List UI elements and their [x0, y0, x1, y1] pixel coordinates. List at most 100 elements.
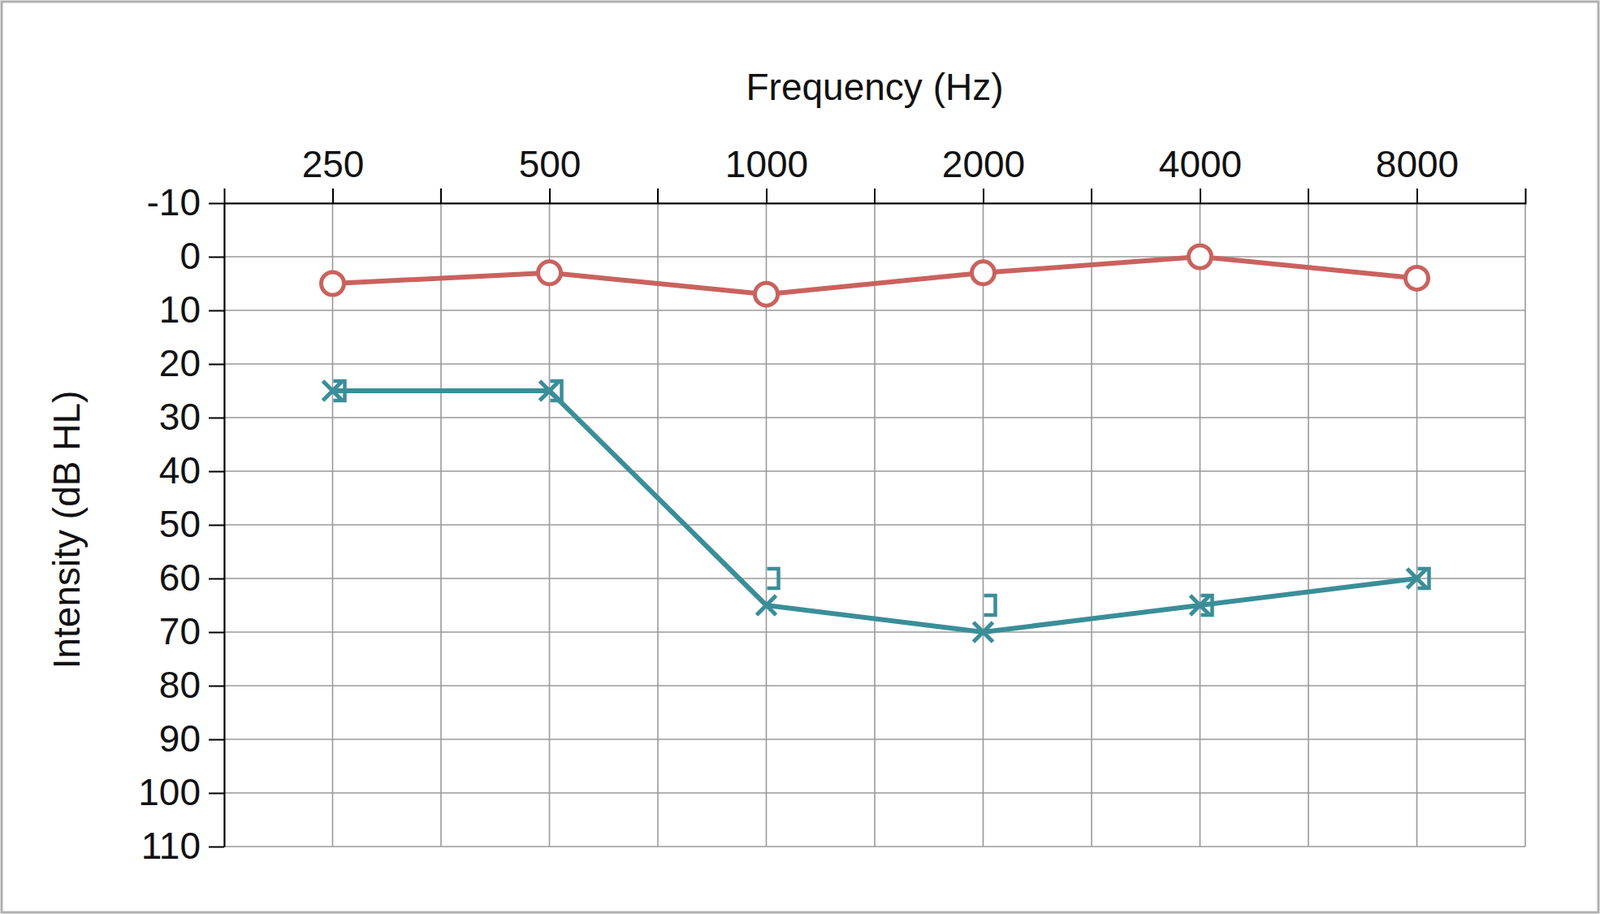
y-tick-label: 110: [141, 824, 201, 867]
x-tick-mark: [765, 188, 768, 204]
y-tick-mark: [208, 363, 225, 366]
x-tick: 8000: [1375, 142, 1459, 204]
y-tick-mark: [208, 471, 225, 473]
x-tick: 250: [302, 142, 365, 204]
series: [333, 380, 1430, 615]
y-axis-title: Intensity (dB HL): [45, 390, 88, 670]
y-tick: 60: [159, 556, 225, 599]
x-tick: 2000: [942, 142, 1025, 204]
y-tick: 110: [141, 824, 225, 867]
marker-circle: [1189, 245, 1212, 269]
grid-line-x: [332, 203, 334, 847]
x-tick-mark: [332, 188, 334, 204]
marker-x: [973, 622, 994, 642]
x-tick-label: 500: [518, 142, 582, 186]
grid-line-minor: [1090, 203, 1093, 847]
marker-x: [540, 380, 560, 401]
y-tick: 20: [159, 341, 225, 385]
x-tick-label: 2000: [942, 142, 1025, 186]
y-axis: -10 0 10 20 30 40 50 60 70 80 90 100 110: [138, 181, 225, 867]
series-line: [332, 390, 1418, 632]
y-tick-label: 0: [179, 234, 201, 277]
y-tick-label: 60: [159, 556, 201, 599]
marker-bracket: [1418, 568, 1430, 589]
y-tick-label: 40: [159, 449, 201, 492]
y-tick: 90: [159, 717, 225, 760]
y-tick-mark: [208, 846, 225, 848]
y-tick-label: 30: [159, 395, 201, 438]
minor-tick: [873, 188, 876, 204]
y-tick-mark: [208, 631, 225, 634]
x-tick-label: 1000: [725, 142, 809, 186]
marker-x: [756, 595, 777, 615]
x-tick-mark: [1416, 188, 1419, 204]
y-tick-mark: [208, 792, 225, 795]
marker-circle: [321, 272, 345, 295]
x-tick: 1000: [725, 142, 809, 204]
x-tick-label: 250: [302, 142, 365, 186]
marker-bracket: [1201, 595, 1213, 615]
x-tick-mark: [982, 188, 985, 204]
grid-line-x: [982, 203, 985, 847]
x-tick: 4000: [1158, 142, 1242, 204]
y-tick-mark: [208, 739, 225, 741]
x-tick-label: 4000: [1158, 142, 1242, 186]
y-tick-mark: [208, 203, 225, 205]
y-tick-label: 20: [159, 341, 201, 385]
x-tick-mark: [549, 188, 551, 204]
grid-line-minor: [1307, 203, 1310, 847]
marker-x: [323, 380, 343, 401]
x-tick: 500: [518, 142, 582, 204]
y-tick-mark: [208, 417, 225, 420]
y-tick: 10: [159, 288, 225, 331]
x-axis-title: Frequency (Hz): [746, 65, 1004, 109]
marker-x: [1190, 595, 1211, 615]
y-tick: 80: [159, 663, 225, 706]
y-tick-label: 10: [159, 288, 201, 331]
marker-circle: [1405, 266, 1429, 290]
grid: [224, 203, 1526, 847]
x-tick-mark: [1199, 188, 1202, 204]
marker-bracket: [767, 568, 779, 589]
series-line: [332, 256, 1418, 295]
x-axis-line: [224, 188, 1527, 204]
grid-line-minor: [657, 203, 659, 847]
y-tick: 40: [159, 449, 225, 492]
y-tick-label: 100: [138, 770, 201, 813]
marker-bracket: [333, 380, 346, 401]
y-tick-mark: [208, 578, 225, 580]
minor-ticks: [441, 188, 1309, 204]
y-tick: 100: [138, 770, 225, 813]
y-tick-label: -10: [147, 181, 201, 224]
minor-tick: [1090, 188, 1093, 204]
y-tick-mark: [208, 524, 225, 527]
plot-area: [321, 245, 1430, 642]
y-tick-label: 80: [159, 663, 201, 706]
y-tick: 70: [159, 609, 225, 653]
grid-line-x: [549, 203, 551, 847]
grid-line-minor: [440, 203, 442, 847]
y-tick: 50: [159, 502, 225, 545]
y-tick-mark: [208, 685, 225, 688]
marker-circle: [538, 261, 562, 285]
chart: 250 500 1000 2000 4000 8000 -10 0 10 20 30 40 50 60 70…: [0, 0, 1600, 914]
marker-x: [1407, 568, 1428, 589]
grid-line-minor: [1524, 203, 1527, 847]
marker-circle: [972, 261, 995, 285]
marker-bracket: [984, 595, 996, 615]
y-tick-mark: [208, 256, 225, 259]
marker-circle: [755, 282, 779, 306]
frame: [1, 1, 1599, 913]
series: [323, 380, 1428, 642]
x-axis: 250 500 1000 2000 4000 8000: [224, 142, 1527, 204]
series: [321, 245, 1429, 306]
grid-line-x: [1416, 203, 1419, 847]
marker-bracket: [550, 380, 563, 401]
minor-tick: [657, 188, 659, 204]
x-tick-label: 8000: [1375, 142, 1459, 186]
y-tick-mark: [208, 310, 225, 312]
y-tick-label: 50: [159, 502, 201, 545]
minor-tick: [1307, 188, 1310, 204]
grid-line-minor: [873, 203, 876, 847]
y-tick-label: 70: [159, 609, 201, 653]
